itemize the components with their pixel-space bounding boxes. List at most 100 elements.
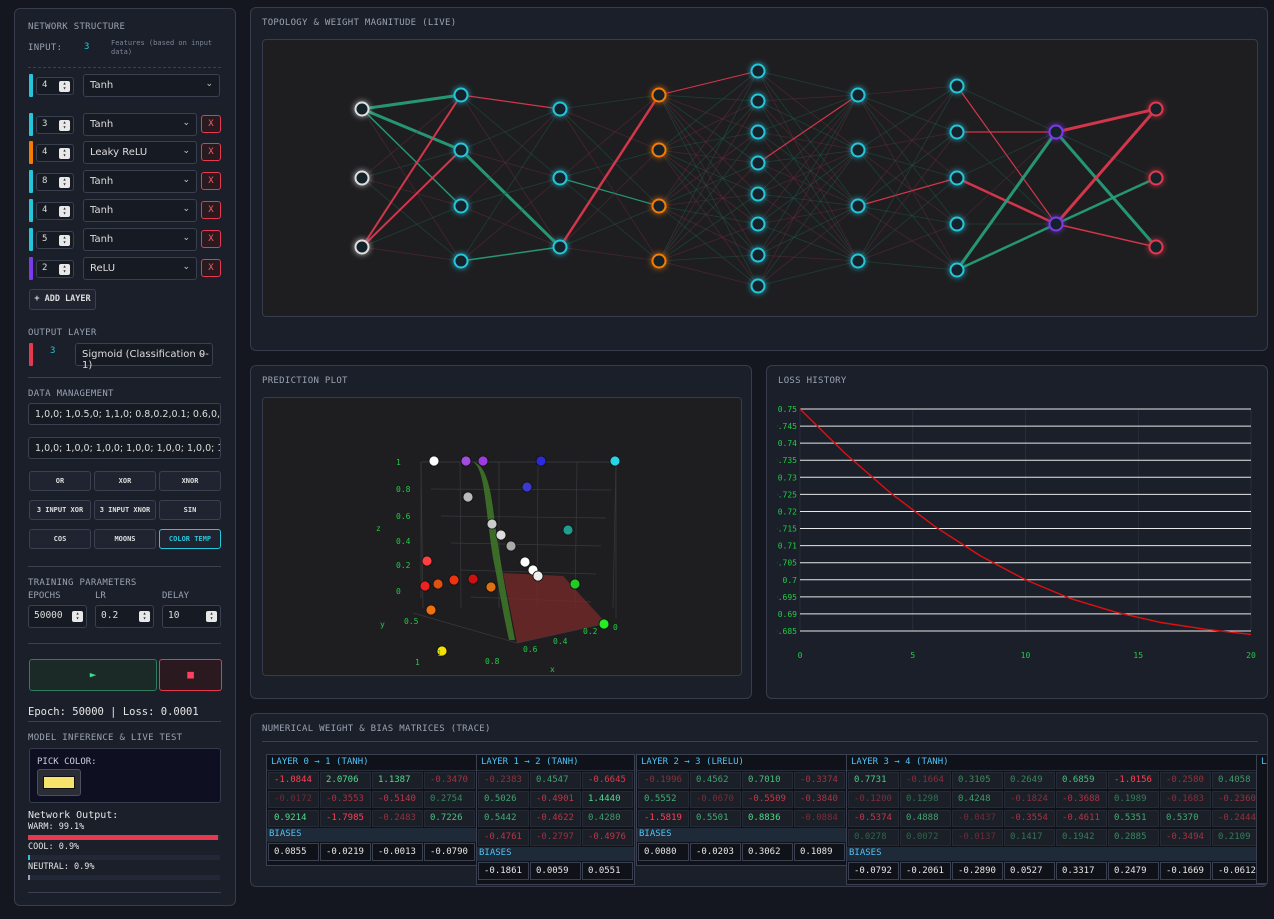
- neuron-node[interactable]: [1048, 216, 1064, 232]
- remove-layer-button[interactable]: X: [201, 259, 221, 277]
- preset-button[interactable]: XNOR: [159, 471, 221, 491]
- chevron-down-icon: ⌄: [182, 118, 190, 128]
- neuron-node[interactable]: [850, 253, 866, 269]
- neuron-node[interactable]: [651, 253, 667, 269]
- remove-layer-button[interactable]: X: [201, 172, 221, 190]
- preset-button[interactable]: COLOR TEMP: [159, 529, 221, 549]
- neuron-node[interactable]: [552, 101, 568, 117]
- lr-input[interactable]: 0.2 ▴ ▾: [95, 605, 154, 628]
- spinner-icon[interactable]: ▴ ▾: [59, 206, 70, 217]
- data-inputs-field[interactable]: 1,0,0; 1,0.5,0; 1,1,0; 0.8,0.2,0.1; 0.6,…: [28, 403, 221, 425]
- weight-edge: [559, 177, 660, 262]
- layer-activation-select[interactable]: Tanh ⌄: [83, 199, 197, 222]
- layer-neuron-count[interactable]: 4 ▴ ▾: [36, 77, 74, 95]
- neuron-node[interactable]: [750, 216, 766, 232]
- weight-edge: [1054, 108, 1158, 225]
- neuron-node[interactable]: [750, 93, 766, 109]
- layer-neuron-count[interactable]: 8 ▴ ▾: [36, 173, 74, 191]
- neuron-node[interactable]: [750, 155, 766, 171]
- spinner-icon[interactable]: ▴ ▾: [59, 81, 70, 92]
- weight-edge: [658, 100, 759, 151]
- neuron-node[interactable]: [1148, 170, 1164, 186]
- neuron-node[interactable]: [1148, 239, 1164, 255]
- neuron-node[interactable]: [750, 247, 766, 263]
- neuron-node[interactable]: [651, 87, 667, 103]
- epochs-input[interactable]: 50000 ▴ ▾: [28, 605, 87, 628]
- neuron-node[interactable]: [651, 142, 667, 158]
- neuron-node[interactable]: [651, 198, 667, 214]
- spinner-icon[interactable]: ▴ ▾: [59, 120, 70, 131]
- remove-layer-button[interactable]: X: [201, 115, 221, 133]
- weight-edge: [558, 94, 661, 248]
- neuron-node[interactable]: [453, 198, 469, 214]
- layer-activation-select[interactable]: Tanh ⌄: [83, 170, 197, 193]
- delay-input[interactable]: 10 ▴ ▾: [162, 605, 221, 628]
- neuron-node[interactable]: [750, 124, 766, 140]
- neuron-node[interactable]: [850, 198, 866, 214]
- matrix-cell: -0.2797: [530, 829, 581, 846]
- layer-neuron-count[interactable]: 2 ▴ ▾: [36, 260, 74, 278]
- neuron-node[interactable]: [949, 124, 965, 140]
- spinner-icon[interactable]: ▴ ▾: [59, 264, 70, 275]
- layer-activation-select[interactable]: ReLU ⌄: [83, 257, 197, 280]
- neuron-node[interactable]: [552, 239, 568, 255]
- remove-layer-button[interactable]: X: [201, 201, 221, 219]
- preset-button[interactable]: SIN: [159, 500, 221, 520]
- matrix-cell: -0.4611: [1056, 810, 1107, 827]
- neuron-node[interactable]: [552, 170, 568, 186]
- neuron-node[interactable]: [850, 87, 866, 103]
- spinner-icon[interactable]: ▴ ▾: [139, 611, 150, 622]
- neuron-node[interactable]: [354, 101, 370, 117]
- preset-button[interactable]: XOR: [94, 471, 156, 491]
- color-swatch-button[interactable]: [37, 769, 81, 796]
- remove-layer-button[interactable]: X: [201, 143, 221, 161]
- weight-edge: [658, 149, 759, 256]
- neuron-node[interactable]: [453, 253, 469, 269]
- play-button[interactable]: ►: [29, 659, 157, 691]
- neuron-node[interactable]: [750, 63, 766, 79]
- neuron-node[interactable]: [949, 216, 965, 232]
- preset-button[interactable]: OR: [29, 471, 91, 491]
- neuron-node[interactable]: [949, 170, 965, 186]
- neuron-node[interactable]: [750, 278, 766, 294]
- matrix-title: LAYER 3 → 4 (TANH): [847, 755, 1264, 771]
- neuron-node[interactable]: [354, 239, 370, 255]
- layer-neuron-count[interactable]: 3 ▴ ▾: [36, 116, 74, 134]
- spinner-icon[interactable]: ▴ ▾: [59, 148, 70, 159]
- neuron-node[interactable]: [949, 78, 965, 94]
- matrix-cell: 0.7010: [742, 772, 793, 789]
- neuron-node[interactable]: [850, 142, 866, 158]
- spinner-icon[interactable]: ▴ ▾: [206, 611, 217, 622]
- data-targets-field[interactable]: 1,0,0; 1,0,0; 1,0,0; 1,0,0; 1,0,0; 1,0,0…: [28, 437, 221, 459]
- output-activation-select[interactable]: Sigmoid (Classification 0-1) ⌄: [75, 343, 213, 371]
- spinner-icon[interactable]: ▴ ▾: [59, 177, 70, 188]
- spinner-icon[interactable]: ▴ ▾: [72, 611, 83, 622]
- preset-button[interactable]: COS: [29, 529, 91, 549]
- neuron-node[interactable]: [949, 262, 965, 278]
- stop-button[interactable]: ■: [159, 659, 222, 691]
- output-neuron-count[interactable]: 3: [50, 346, 56, 356]
- neuron-node[interactable]: [750, 186, 766, 202]
- neuron-node[interactable]: [1148, 101, 1164, 117]
- layer-activation-select[interactable]: Tanh ⌄: [83, 113, 197, 136]
- weight-edge: [361, 205, 462, 248]
- layer-activation-select[interactable]: Tanh ⌄: [83, 228, 197, 251]
- prediction-canvas[interactable]: 1 0.8 0.6 0.4 0.2 0 z 0.5 1 y 1 0.8 0.6 0.4 0.2 0 x: [262, 397, 742, 676]
- layer-activation-select[interactable]: Leaky ReLU ⌄: [83, 141, 197, 164]
- preset-button[interactable]: MOONS: [94, 529, 156, 549]
- layer-neuron-count[interactable]: 4 ▴ ▾: [36, 144, 74, 162]
- bias-row: 0.0855 -0.0219 -0.0013 -0.0790: [267, 842, 476, 862]
- spinner-icon[interactable]: ▴ ▾: [59, 235, 70, 246]
- add-layer-button[interactable]: + ADD LAYER: [29, 289, 96, 310]
- preset-button[interactable]: 3 INPUT XNOR: [94, 500, 156, 520]
- preset-button[interactable]: 3 INPUT XOR: [29, 500, 91, 520]
- chevron-down-icon: ⌄: [205, 79, 213, 89]
- neuron-node[interactable]: [354, 170, 370, 186]
- layer-neuron-count[interactable]: 4 ▴ ▾: [36, 202, 74, 220]
- neuron-node[interactable]: [1048, 124, 1064, 140]
- layer-neuron-count[interactable]: 5 ▴ ▾: [36, 231, 74, 249]
- neuron-node[interactable]: [453, 87, 469, 103]
- remove-layer-button[interactable]: X: [201, 230, 221, 248]
- layer-activation-select[interactable]: Tanh ⌄: [83, 74, 220, 97]
- neuron-node[interactable]: [453, 142, 469, 158]
